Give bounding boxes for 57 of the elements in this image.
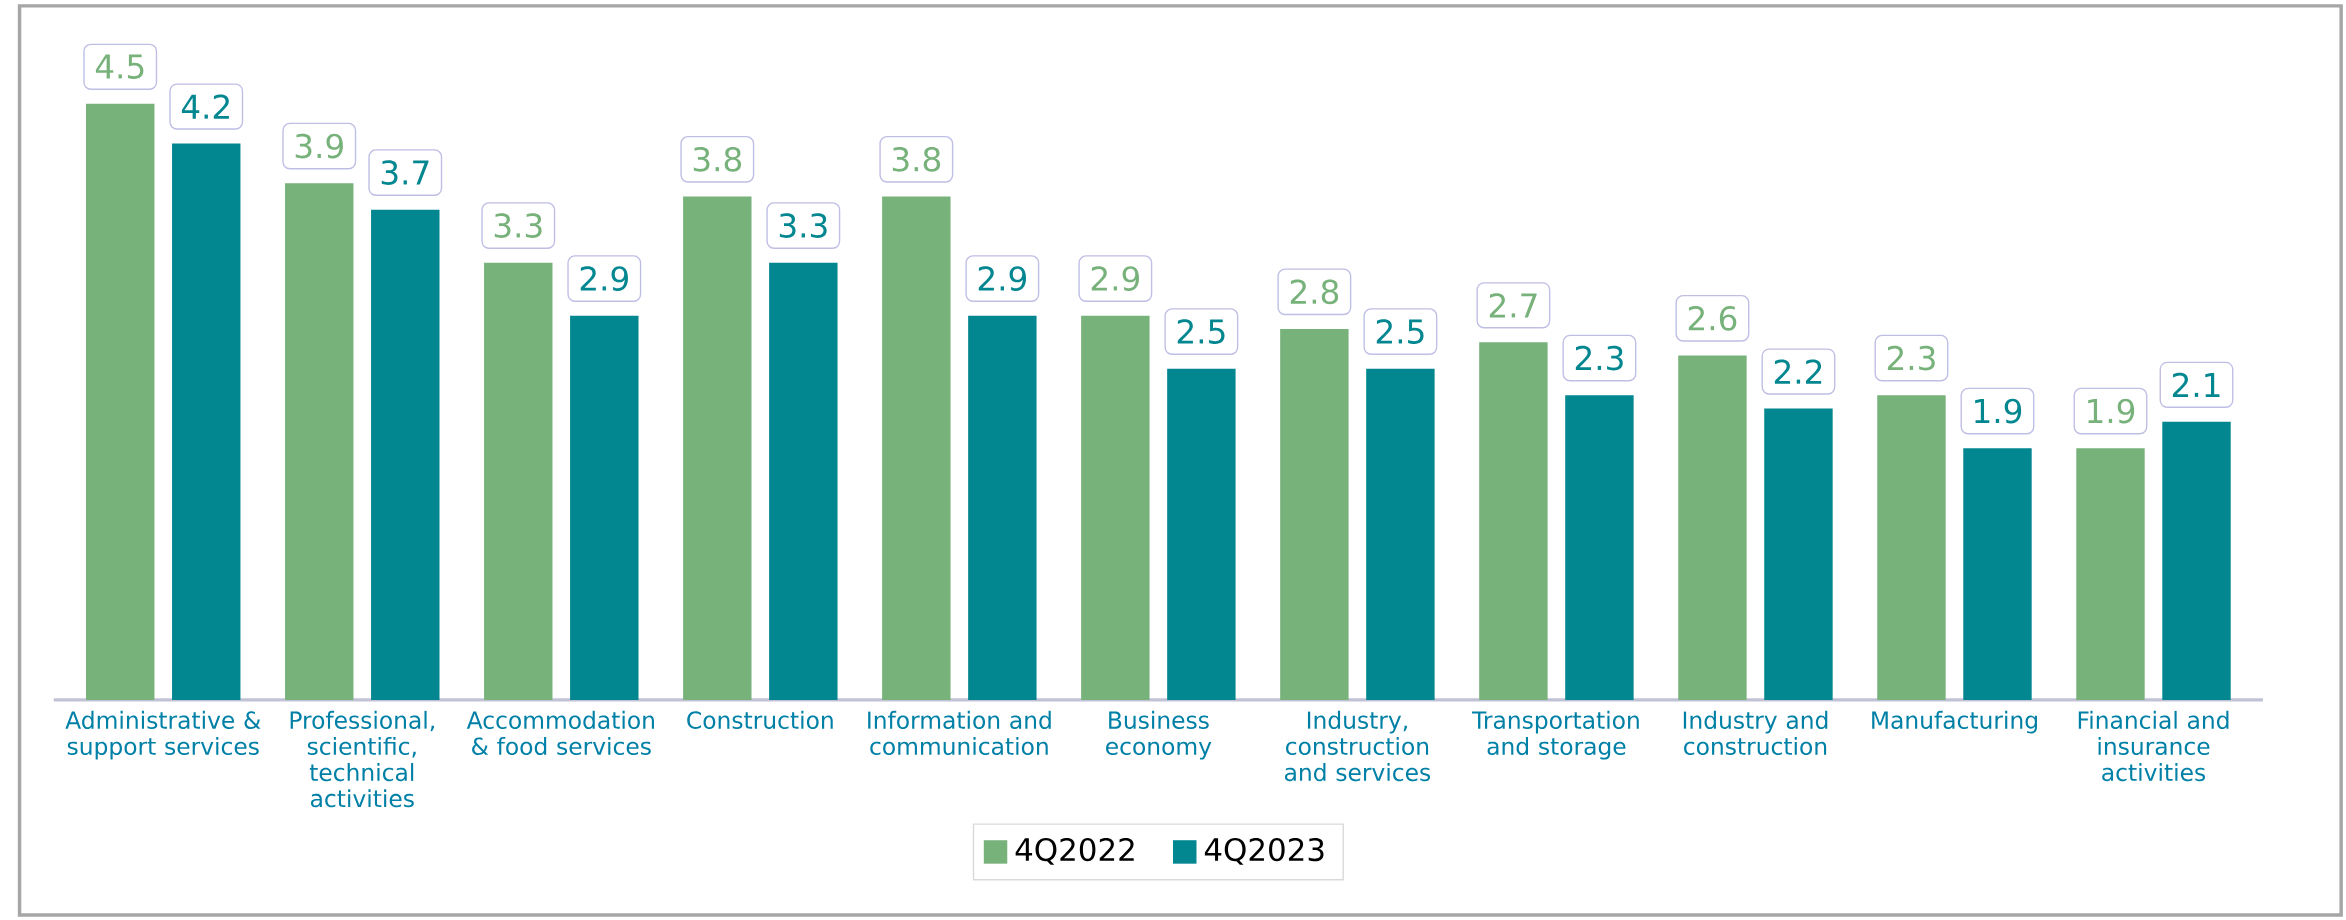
data-label: 3.8 <box>892 147 941 172</box>
data-label: 3.8 <box>693 147 742 172</box>
data-label: 2.7 <box>1489 293 1537 318</box>
bar <box>968 315 1037 700</box>
data-label: 3.7 <box>381 160 429 185</box>
x-tick-label: Professional, scientific, technical activities <box>290 710 434 808</box>
bar <box>769 262 838 700</box>
data-label: 1.9 <box>2088 398 2135 424</box>
x-tick-label: Industry and construction <box>1683 710 1828 756</box>
data-label: 2.3 <box>1575 345 1623 371</box>
bar <box>2162 421 2231 700</box>
data-label: 2.9 <box>978 266 1027 291</box>
data-label: 2.3 <box>1887 345 1935 371</box>
bar <box>1877 395 1946 700</box>
data-label: 2.5 <box>1376 319 1424 344</box>
bar <box>570 315 639 700</box>
x-tick-label: Administrative & support services <box>65 710 261 760</box>
data-label: 2.2 <box>1774 359 1822 384</box>
bar <box>683 196 752 700</box>
data-label: 2.9 <box>580 266 628 291</box>
data-label: 2.6 <box>1688 306 1737 331</box>
bar <box>1678 355 1747 700</box>
bar <box>1366 368 1435 700</box>
x-tick-label: Accommodation & food services <box>466 710 654 756</box>
bar <box>2076 448 2145 700</box>
data-label: 1.9 <box>1975 398 2022 424</box>
data-label: 3.9 <box>295 133 343 159</box>
x-tick-label: Information and communication <box>868 710 1051 756</box>
data-label: 4.5 <box>95 54 144 79</box>
data-label: 2.8 <box>1290 279 1339 305</box>
data-label: 2.5 <box>1177 319 1225 344</box>
legend-label: 4Q2022 <box>1015 837 1134 865</box>
bar <box>1565 395 1634 700</box>
legend-label: 4Q2023 <box>1204 837 1324 865</box>
bar <box>86 103 155 700</box>
bar <box>1280 328 1349 700</box>
bar <box>285 183 354 700</box>
x-tick-label: Business economy <box>1106 710 1212 760</box>
x-tick-label: Industry, construction and services <box>1284 710 1431 782</box>
data-label: 2.9 <box>1091 266 1140 291</box>
x-tick-label: Construction <box>687 710 833 730</box>
bar <box>1081 315 1150 700</box>
bar <box>172 143 241 700</box>
data-label: 4.2 <box>181 94 229 119</box>
bar <box>484 262 553 700</box>
bar <box>1963 448 2032 700</box>
bar <box>1764 408 1833 700</box>
x-tick-label: Financial and insurance activities <box>2078 710 2229 782</box>
bar <box>1167 368 1236 700</box>
bar <box>371 209 440 700</box>
bar <box>882 196 951 700</box>
data-label: 2.1 <box>2172 372 2220 397</box>
x-tick-label: Manufacturing <box>1872 710 2037 734</box>
x-tick-label: Transportation and storage <box>1472 710 1639 760</box>
bar <box>1479 342 1548 700</box>
data-label: 3.3 <box>779 213 827 238</box>
data-label: 3.3 <box>494 213 542 238</box>
